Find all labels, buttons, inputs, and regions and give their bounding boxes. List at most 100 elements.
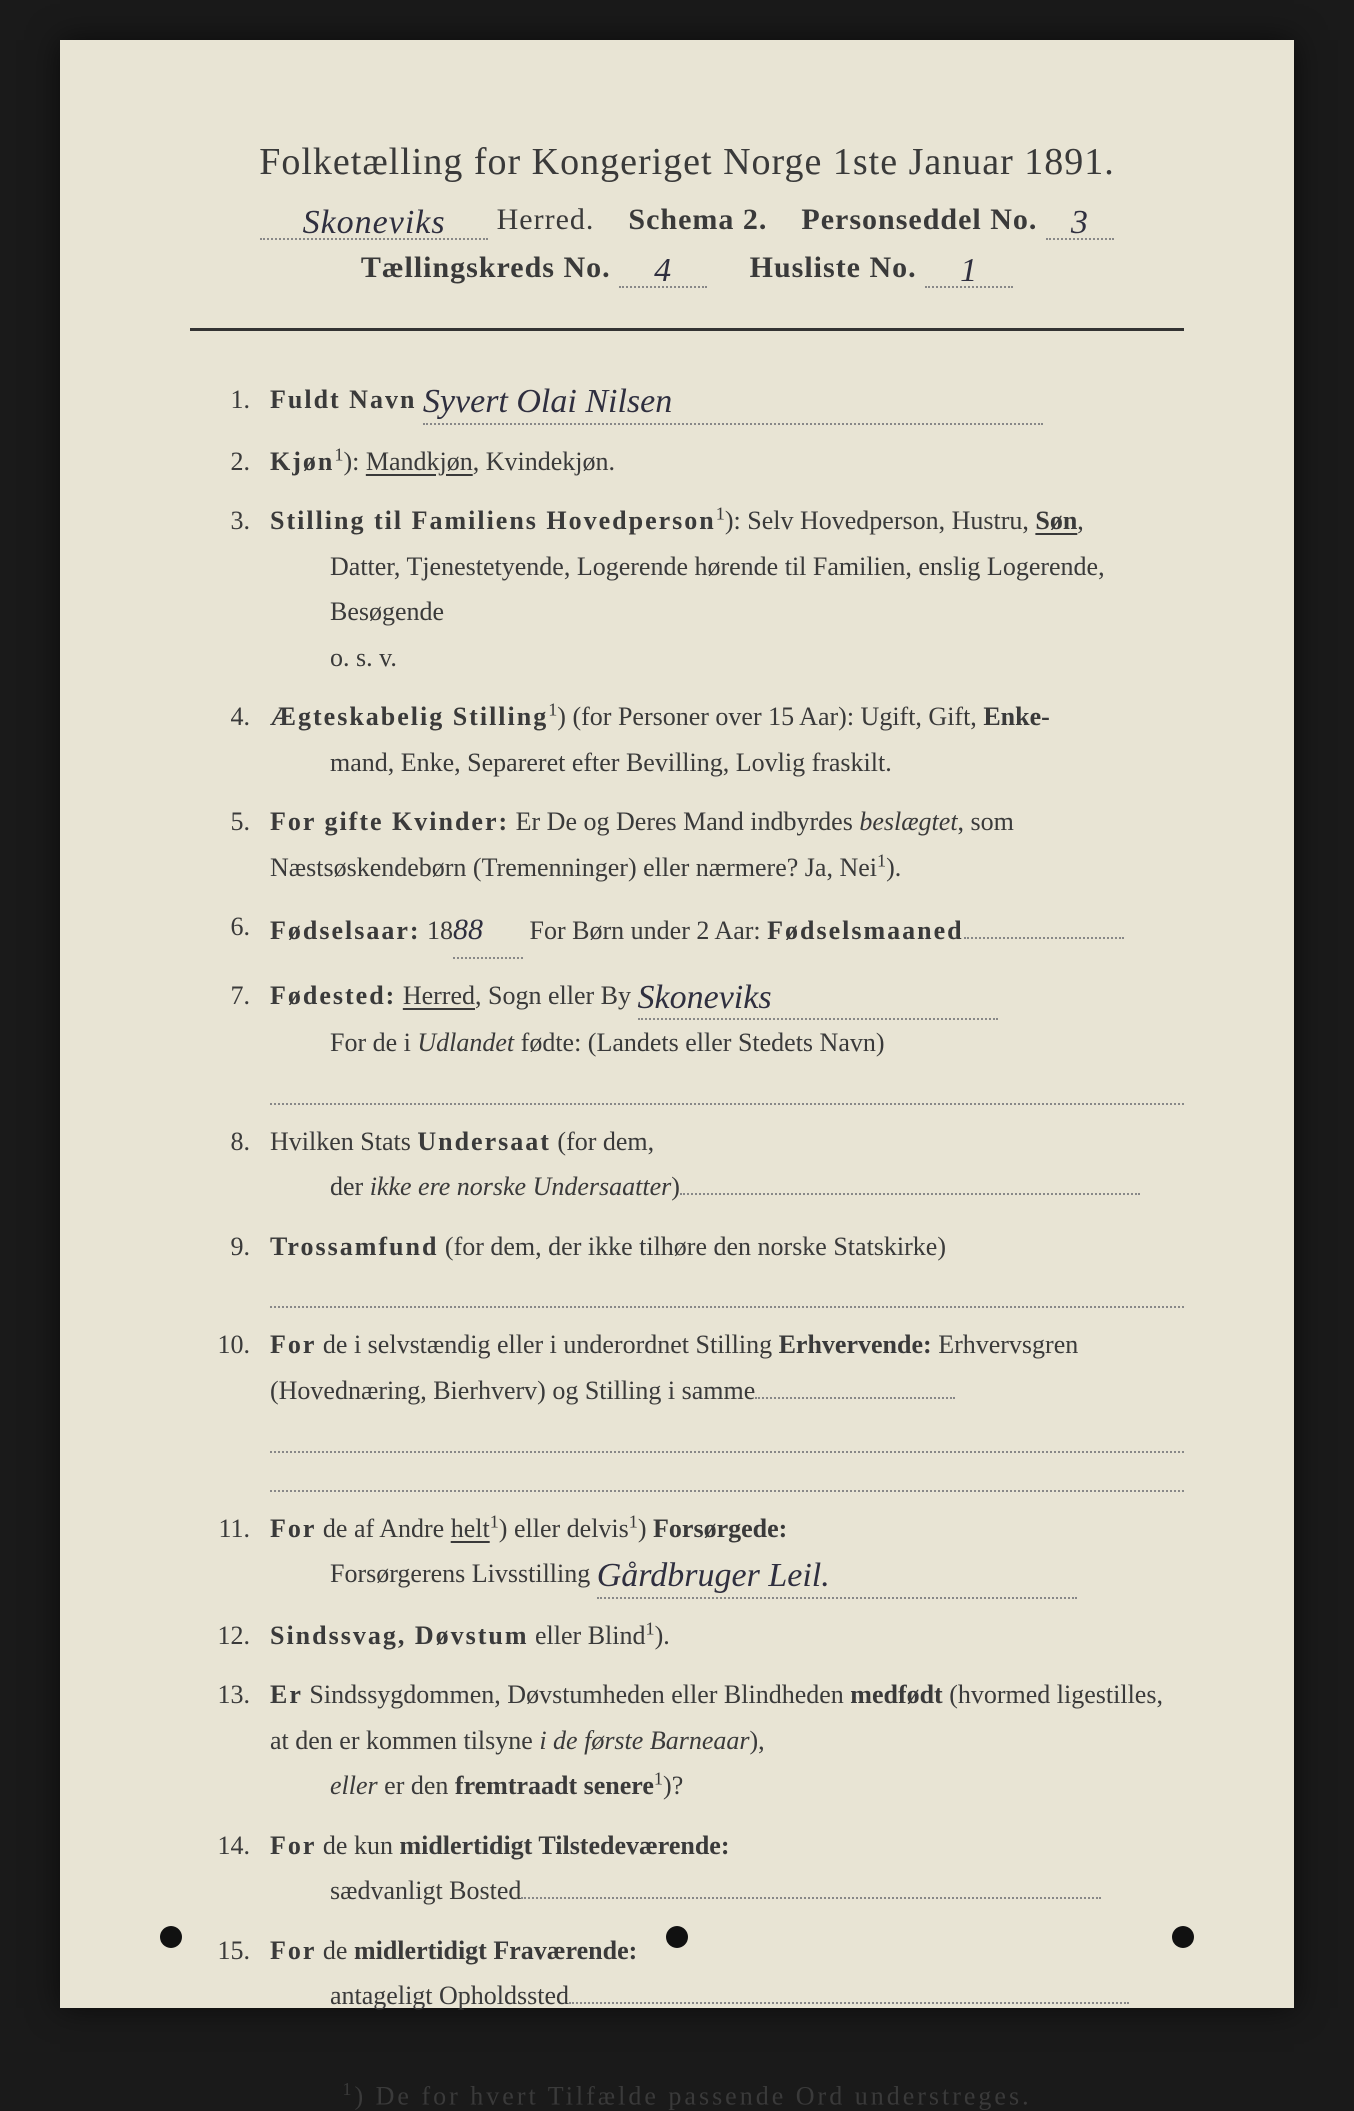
field-number: 1. bbox=[190, 377, 250, 423]
field-11-value: Gårdbruger Leil. bbox=[597, 1557, 830, 1594]
field-7-text1: , Sogn eller By bbox=[475, 981, 631, 1010]
field-2-label: Kjøn bbox=[270, 447, 334, 476]
field-10-text1: de i selvstændig eller i underordnet Sti… bbox=[316, 1330, 778, 1359]
document-paper: Folketælling for Kongeriget Norge 1ste J… bbox=[60, 40, 1294, 2008]
husliste-label: Husliste No. bbox=[750, 251, 917, 284]
field-12-text: eller Blind bbox=[529, 1621, 646, 1650]
field-number: 8. bbox=[190, 1119, 250, 1165]
field-9-text: (for dem, der ikke tilhøre den norske St… bbox=[445, 1232, 946, 1261]
footnote-sup: 1 bbox=[342, 2079, 354, 2099]
field-4: 4. Ægteskabelig Stilling1) (for Personer… bbox=[190, 694, 1184, 785]
field-10-label: For bbox=[270, 1330, 316, 1359]
field-6-text2: For Børn under 2 Aar: bbox=[530, 916, 768, 945]
sup: 1 bbox=[877, 850, 886, 870]
field-5-label: For gifte Kvinder: bbox=[270, 807, 509, 836]
sup: 1 bbox=[716, 503, 725, 523]
field-number: 12. bbox=[190, 1613, 250, 1659]
punch-hole-icon bbox=[666, 1926, 688, 1948]
field-13-em1: i de første Barneaar bbox=[539, 1726, 749, 1755]
footnote-text: ) De for hvert Tilfælde passende Ord und… bbox=[354, 2081, 1031, 2110]
field-14-text1: de kun bbox=[316, 1831, 399, 1860]
field-8-text4: ) bbox=[671, 1172, 680, 1201]
field-13-label: Er bbox=[270, 1680, 303, 1709]
sup: 1 bbox=[334, 444, 343, 464]
field-list: 1. Fuldt Navn Syvert Olai Nilsen 2. Kjøn… bbox=[190, 377, 1184, 2019]
field-12: 12. Sindssvag, Døvstum eller Blind1). bbox=[190, 1613, 1184, 1659]
divider bbox=[190, 328, 1184, 331]
footnote: 1) De for hvert Tilfælde passende Ord un… bbox=[190, 2079, 1184, 2111]
field-4-text2: mand, Enke, Separeret efter Bevilling, L… bbox=[270, 740, 1184, 786]
field-13-sub: eller er den fremtraadt senere1)? bbox=[270, 1763, 1184, 1809]
field-5: 5. For gifte Kvinder: Er De og Deres Man… bbox=[190, 799, 1184, 890]
field-2-opt2: Kvindekjøn. bbox=[486, 447, 615, 476]
sup: 1 bbox=[490, 1511, 499, 1531]
sup: 1 bbox=[646, 1618, 655, 1638]
field-number: 5. bbox=[190, 799, 250, 845]
field-15-sub: antageligt Opholdssted bbox=[270, 1973, 1184, 2019]
field-number: 13. bbox=[190, 1672, 250, 1718]
field-11-text2: eller delvis bbox=[507, 1514, 628, 1543]
punch-hole-icon bbox=[160, 1926, 182, 1948]
field-13-b1: medfødt bbox=[850, 1680, 942, 1709]
field-14-sub: sædvanligt Bosted bbox=[270, 1868, 1184, 1914]
field-6-year: 88 bbox=[453, 913, 483, 946]
field-15-text1: de bbox=[316, 1936, 354, 1965]
field-number: 10. bbox=[190, 1322, 250, 1368]
field-number: 3. bbox=[190, 498, 250, 544]
field-6-label: Fødselsaar: bbox=[270, 916, 421, 945]
field-number: 4. bbox=[190, 694, 250, 740]
field-7-value: Skoneviks bbox=[638, 979, 772, 1016]
field-14-b: midlertidigt Tilstedeværende: bbox=[399, 1831, 729, 1860]
field-4-label: Ægteskabelig Stilling bbox=[270, 702, 548, 731]
field-13-em2: eller bbox=[330, 1771, 378, 1800]
field-9: 9. Trossamfund (for dem, der ikke tilhør… bbox=[190, 1224, 1184, 1309]
field-6-label2: Fødselsmaaned bbox=[767, 916, 963, 945]
field-5-text1: Er De og Deres Mand indbyrdes bbox=[516, 807, 860, 836]
field-8-text2: (for dem, bbox=[551, 1127, 654, 1156]
field-7-sub: For de i Udlandet fødte: (Landets eller … bbox=[270, 1020, 1184, 1066]
field-6-prefix: 18 bbox=[427, 916, 453, 945]
field-8-sub: der ikke ere norske Undersaatter) bbox=[270, 1164, 1184, 1210]
herred-label: Herred. bbox=[497, 203, 595, 236]
field-11-b: Forsørgede: bbox=[647, 1514, 788, 1543]
field-13-text3: ), bbox=[749, 1726, 764, 1755]
field-number: 11. bbox=[190, 1506, 250, 1552]
personseddel-label: Personseddel No. bbox=[801, 203, 1037, 236]
dotted-line bbox=[270, 1072, 1184, 1105]
husliste-no: 1 bbox=[960, 252, 978, 289]
sup: 1 bbox=[548, 699, 557, 719]
field-15-text2: antageligt Opholdssted bbox=[330, 1981, 569, 2010]
field-10: 10. For de i selvstændig eller i underor… bbox=[190, 1322, 1184, 1491]
field-11-sub: Forsørgerens Livsstilling Gårdbruger Lei… bbox=[270, 1551, 1184, 1599]
field-3-osv: o. s. v. bbox=[270, 635, 1184, 681]
field-11-text3: Forsørgerens Livsstilling bbox=[330, 1559, 590, 1588]
herred-value: Skoneviks bbox=[303, 204, 446, 241]
dotted-line bbox=[270, 1459, 1184, 1492]
kreds-no: 4 bbox=[654, 252, 672, 289]
field-7: 7. Fødested: Herred, Sogn eller By Skone… bbox=[190, 973, 1184, 1105]
field-14-text2: sædvanligt Bosted bbox=[330, 1876, 521, 1905]
field-number: 14. bbox=[190, 1823, 250, 1869]
field-7-em: Udlandet bbox=[417, 1028, 514, 1057]
field-7-text3: fødte: (Landets eller Stedets Navn) bbox=[514, 1028, 884, 1057]
field-15-label: For bbox=[270, 1936, 316, 1965]
field-14-label: For bbox=[270, 1831, 316, 1860]
field-8-text3: der bbox=[330, 1172, 370, 1201]
field-number: 6. bbox=[190, 904, 250, 950]
field-5-em: beslægtet bbox=[859, 807, 957, 836]
field-13-b2: fremtraadt senere bbox=[455, 1771, 654, 1800]
field-10-b: Erhvervende: bbox=[779, 1330, 932, 1359]
title-line-3: Tællingskreds No. 4 Husliste No. 1 bbox=[190, 250, 1184, 288]
field-2-opt1: Mandkjøn bbox=[366, 447, 473, 476]
field-3-son: Søn bbox=[1035, 506, 1077, 535]
field-7-text2: For de i bbox=[330, 1028, 417, 1057]
field-3: 3. Stilling til Familiens Hovedperson1):… bbox=[190, 498, 1184, 680]
field-8-em: ikke ere norske Undersaatter bbox=[370, 1172, 672, 1201]
field-3-label: Stilling til Familiens Hovedperson bbox=[270, 506, 716, 535]
field-6: 6. Fødselsaar: 1888 For Børn under 2 Aar… bbox=[190, 904, 1184, 959]
header-block: Folketælling for Kongeriget Norge 1ste J… bbox=[190, 140, 1184, 288]
field-3-text: Selv Hovedperson, Hustru, bbox=[747, 506, 1035, 535]
field-number: 15. bbox=[190, 1928, 250, 1974]
field-13-text4: er den bbox=[378, 1771, 455, 1800]
field-2: 2. Kjøn1): Mandkjøn, Kvindekjøn. bbox=[190, 439, 1184, 485]
